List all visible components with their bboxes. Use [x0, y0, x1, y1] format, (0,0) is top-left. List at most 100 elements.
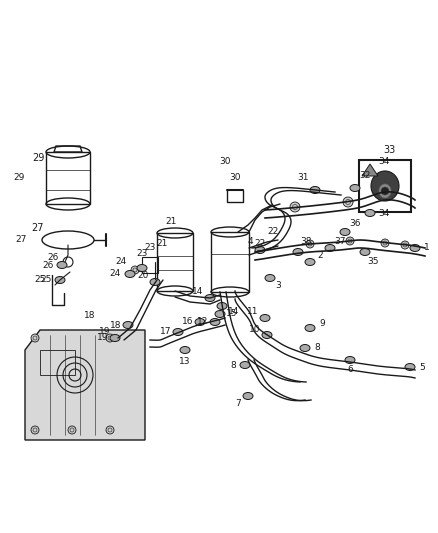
Ellipse shape — [195, 319, 205, 326]
Ellipse shape — [125, 271, 135, 278]
Text: 3: 3 — [275, 281, 281, 290]
Ellipse shape — [173, 328, 183, 335]
Text: 14: 14 — [192, 287, 204, 296]
Circle shape — [381, 239, 389, 247]
Ellipse shape — [255, 246, 265, 254]
Circle shape — [346, 237, 354, 245]
Text: 33: 33 — [383, 145, 395, 155]
Ellipse shape — [265, 274, 275, 281]
Ellipse shape — [215, 311, 225, 318]
Ellipse shape — [379, 184, 391, 198]
Text: 21: 21 — [156, 239, 168, 248]
Text: 35: 35 — [367, 257, 379, 266]
Circle shape — [131, 266, 139, 274]
Text: 4: 4 — [247, 238, 253, 246]
Ellipse shape — [262, 332, 272, 338]
Ellipse shape — [217, 303, 227, 310]
Text: 34: 34 — [378, 157, 390, 166]
Text: 36: 36 — [349, 220, 361, 229]
Text: 19: 19 — [97, 334, 109, 343]
Text: 26: 26 — [42, 261, 54, 270]
Ellipse shape — [305, 259, 315, 265]
Circle shape — [106, 334, 114, 342]
Ellipse shape — [240, 361, 250, 368]
Text: 22: 22 — [267, 228, 279, 237]
Circle shape — [290, 202, 300, 212]
Ellipse shape — [371, 171, 399, 201]
Text: 23: 23 — [144, 243, 155, 252]
Circle shape — [381, 187, 389, 195]
Text: 18: 18 — [110, 320, 122, 329]
Ellipse shape — [57, 262, 67, 269]
Text: 26: 26 — [47, 253, 59, 262]
Ellipse shape — [205, 295, 215, 302]
Text: 25: 25 — [34, 276, 46, 285]
Text: 32: 32 — [359, 172, 371, 181]
Text: 20: 20 — [137, 271, 148, 280]
Text: 2: 2 — [317, 252, 323, 261]
Text: 13: 13 — [179, 358, 191, 367]
Ellipse shape — [137, 264, 147, 271]
Circle shape — [31, 334, 39, 342]
Circle shape — [306, 240, 314, 248]
Text: 1: 1 — [424, 244, 430, 253]
Text: 5: 5 — [419, 362, 425, 372]
Text: 18: 18 — [84, 311, 96, 319]
Polygon shape — [25, 330, 145, 440]
Ellipse shape — [110, 335, 120, 342]
Ellipse shape — [243, 392, 253, 400]
Text: 16: 16 — [182, 318, 194, 327]
Circle shape — [401, 241, 409, 249]
Ellipse shape — [55, 277, 65, 284]
Ellipse shape — [210, 319, 220, 326]
Text: 29: 29 — [13, 174, 25, 182]
Text: 8: 8 — [230, 360, 236, 369]
Text: 14: 14 — [228, 308, 240, 317]
Text: 29: 29 — [32, 153, 44, 163]
Text: 9: 9 — [319, 319, 325, 328]
Ellipse shape — [305, 325, 315, 332]
Ellipse shape — [360, 248, 370, 255]
Text: 27: 27 — [32, 223, 44, 233]
Ellipse shape — [340, 229, 350, 236]
Text: 7: 7 — [235, 400, 241, 408]
Circle shape — [343, 197, 353, 207]
Ellipse shape — [365, 209, 375, 216]
Ellipse shape — [405, 364, 415, 370]
Text: 24: 24 — [110, 270, 120, 279]
Ellipse shape — [325, 245, 335, 252]
Circle shape — [31, 426, 39, 434]
Text: 21: 21 — [165, 216, 177, 225]
Circle shape — [68, 426, 76, 434]
Text: 11: 11 — [247, 308, 259, 317]
Text: 37: 37 — [334, 238, 346, 246]
Text: 17: 17 — [160, 327, 172, 336]
Text: 30: 30 — [229, 174, 241, 182]
Ellipse shape — [180, 346, 190, 353]
Text: 24: 24 — [115, 257, 127, 266]
Text: 34: 34 — [378, 208, 390, 217]
Text: 27: 27 — [15, 236, 27, 245]
Text: 6: 6 — [347, 366, 353, 375]
Ellipse shape — [123, 321, 133, 328]
Ellipse shape — [350, 184, 360, 191]
Text: 10: 10 — [249, 325, 261, 334]
Text: 22: 22 — [254, 239, 265, 248]
Ellipse shape — [260, 314, 270, 321]
Ellipse shape — [410, 245, 420, 252]
Text: 31: 31 — [297, 174, 309, 182]
Text: 15: 15 — [226, 310, 238, 319]
Ellipse shape — [293, 248, 303, 255]
Polygon shape — [362, 164, 378, 176]
Ellipse shape — [310, 187, 320, 193]
Text: 38: 38 — [300, 238, 312, 246]
Text: 30: 30 — [219, 157, 231, 166]
Text: 8: 8 — [314, 343, 320, 352]
Ellipse shape — [150, 279, 160, 286]
Text: 19: 19 — [99, 327, 111, 336]
Ellipse shape — [345, 357, 355, 364]
Ellipse shape — [300, 344, 310, 351]
Text: 25: 25 — [40, 276, 52, 285]
Text: 12: 12 — [197, 318, 208, 327]
Circle shape — [106, 426, 114, 434]
